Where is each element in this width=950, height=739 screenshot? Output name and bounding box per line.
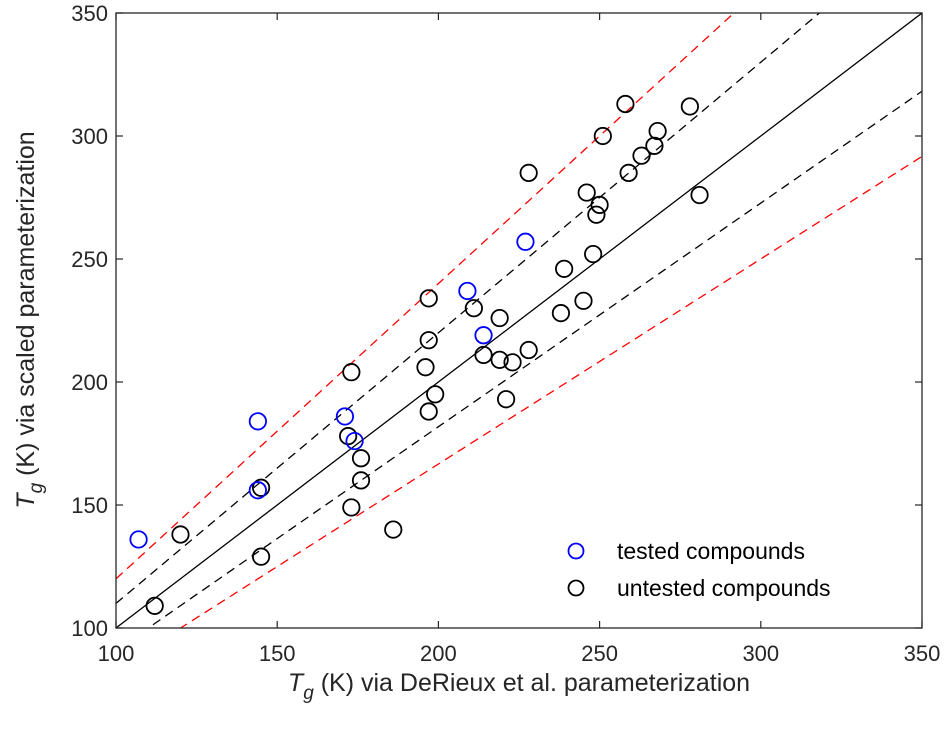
legend: tested compounds untested compounds xyxy=(567,538,831,601)
untested-point-6 xyxy=(342,498,361,517)
y-tick-label-300: 300 xyxy=(71,124,108,149)
untested-point-12 xyxy=(416,358,435,377)
x-tick-label-150: 150 xyxy=(259,641,296,666)
x-tick-label-350: 350 xyxy=(904,641,941,666)
untested-point-7 xyxy=(351,449,371,468)
tested-point-7 xyxy=(516,232,535,251)
dashed-reference-line-3 xyxy=(116,13,735,580)
legend-label-untested: untested compounds xyxy=(617,575,831,601)
untested-point-36 xyxy=(680,97,699,116)
untested-point-18 xyxy=(490,350,509,369)
untested-point-35 xyxy=(648,121,667,141)
dashed-reference-line-2 xyxy=(147,90,922,628)
y-tick-label-150: 150 xyxy=(71,493,108,518)
tested-point-3 xyxy=(335,407,355,426)
x-tick-label-200: 200 xyxy=(420,641,457,666)
y-tick-label-350: 350 xyxy=(71,1,108,26)
legend-marker-tested xyxy=(567,542,585,560)
untested-point-10 xyxy=(419,289,438,308)
untested-point-28 xyxy=(587,205,606,224)
dashed-reference-line-4 xyxy=(179,155,922,628)
untested-point-3 xyxy=(251,547,271,566)
tested-point-2 xyxy=(248,481,267,500)
untested-point-37 xyxy=(690,185,709,205)
untested-point-21 xyxy=(519,163,538,182)
untested-point-17 xyxy=(490,308,509,328)
untested-point-33 xyxy=(632,146,651,165)
untested-point-24 xyxy=(551,304,571,323)
untested-point-20 xyxy=(497,390,516,409)
x-axis-title: Tg (K) via DeRieux et al. parameterizati… xyxy=(288,669,750,704)
y-tick-label-250: 250 xyxy=(71,247,108,272)
untested-point-26 xyxy=(577,183,596,202)
untested-point-30 xyxy=(593,126,612,146)
untested-point-25 xyxy=(574,291,593,310)
untested-point-32 xyxy=(619,163,638,182)
untested-point-14 xyxy=(426,385,445,404)
untested-point-11 xyxy=(419,331,438,350)
untested-point-29 xyxy=(590,195,609,214)
untested-point-22 xyxy=(519,340,538,360)
untested-point-15 xyxy=(464,299,483,318)
x-tick-label-100: 100 xyxy=(98,641,135,666)
tested-point-1 xyxy=(248,412,267,431)
untested-point-23 xyxy=(555,259,574,278)
untested-point-9 xyxy=(384,520,403,539)
untested-point-16 xyxy=(474,345,493,365)
untested-point-27 xyxy=(584,244,603,264)
untested-point-8 xyxy=(351,471,371,490)
untested-point-1 xyxy=(171,525,190,544)
tested-point-5 xyxy=(458,281,477,301)
x-tick-label-250: 250 xyxy=(581,641,618,666)
untested-point-4 xyxy=(342,363,361,382)
y-tick-label-100: 100 xyxy=(71,616,108,641)
untested-point-34 xyxy=(645,136,664,155)
one-to-one-line xyxy=(116,13,922,628)
untested-point-31 xyxy=(616,94,635,114)
tested-point-4 xyxy=(345,431,364,451)
x-tick-label-300: 300 xyxy=(742,641,779,666)
untested-point-13 xyxy=(419,402,438,421)
untested-point-19 xyxy=(503,353,522,372)
y-axis-title: Tg (K) via scaled parameterization xyxy=(12,131,47,508)
legend-label-tested: tested compounds xyxy=(617,538,805,564)
untested-point-5 xyxy=(339,427,358,446)
dashed-reference-line-1 xyxy=(116,13,821,604)
y-tick-label-200: 200 xyxy=(71,370,108,395)
tested-point-6 xyxy=(474,326,493,345)
plot-frame xyxy=(115,12,923,629)
untested-point-2 xyxy=(251,478,271,497)
legend-marker-untested xyxy=(567,579,585,597)
tested-point-0 xyxy=(129,530,148,549)
untested-point-0 xyxy=(145,596,164,615)
